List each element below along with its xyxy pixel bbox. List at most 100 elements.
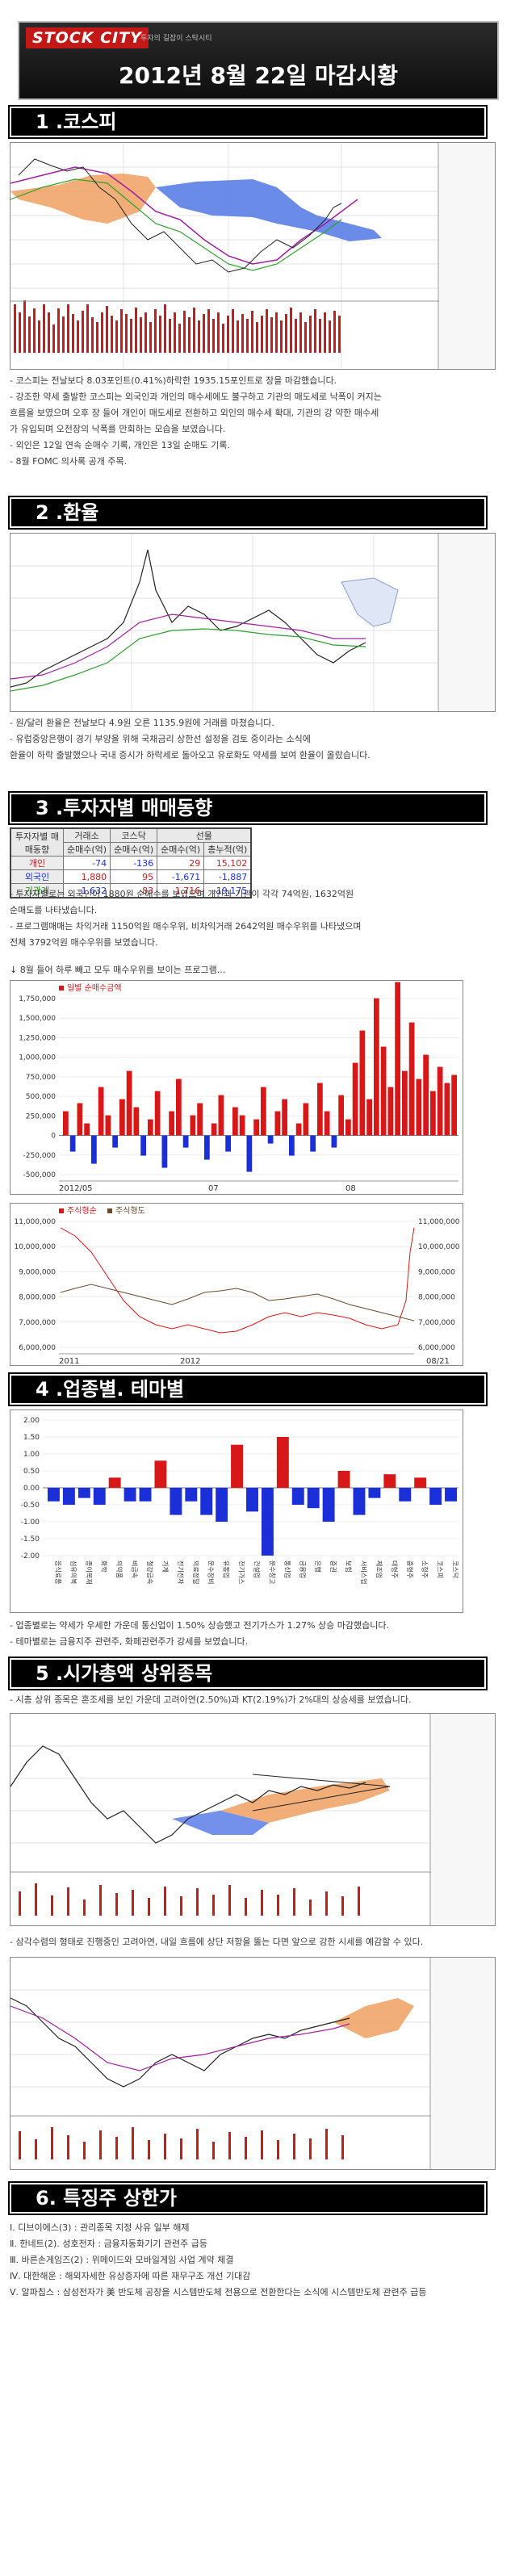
sector-xlabel: 대형주 [391,1560,398,1578]
sector-xlabel: 철강금속 [146,1560,154,1584]
list-item: Ⅲ. 바른손게임즈(2) : 위메이드와 모바일게임 사업 계약 체결 [10,2255,234,2265]
sector-xlabel: 전기가스 [238,1560,246,1584]
header-banner: STOCK CITY 투자의 길잡이 스탁시티 2012년 8월 22일 마감시… [18,21,499,100]
section-heading-fx: 2 .환율 [8,496,488,530]
list-item: Ⅰ. 디브이에스(3) : 관리종목 지정 사유 일부 해제 [10,2222,190,2233]
program-bar [176,1079,182,1136]
sector-bar [139,1488,152,1502]
sector-xlabel: 코스닥 [452,1560,460,1579]
zinc-cloud-orange [220,1778,390,1823]
program-bar [63,1111,69,1136]
program-bar [402,1070,408,1136]
fx-price-line [10,549,366,688]
table-row: 개인 -74 -136 29 15,102 [10,856,252,870]
program-bar [374,998,379,1136]
y-tick-label: -0.50 [21,1502,40,1510]
program-bar [140,1135,146,1156]
fx-ma-line [10,614,366,680]
kt-cloud-orange [333,1998,414,2038]
program-bar [387,1087,394,1136]
program-bar [338,1095,344,1136]
sector-xlabel: 금융업 [299,1560,306,1578]
sector-xlabel: 보험 [345,1560,352,1573]
fund-series-line [60,1284,415,1322]
program-bar [352,1062,358,1136]
y-tick-label-right: 11,000,000 [418,1218,460,1226]
program-bar [232,1107,238,1136]
program-bar [197,1103,203,1136]
table-header-cell: 투자자별 매매동향 [10,827,64,857]
sector-xlabel: 코스피 [437,1560,444,1578]
fx-commentary: - 원/달러 환율은 전날보다 4.9원 오른 1135.9원에 거래를 마쳤습… [10,718,371,760]
sector-bar [307,1488,320,1509]
program-bar [169,1111,174,1136]
sector-bar [231,1444,244,1488]
sector-bar [170,1488,182,1515]
y-tick-label-right: 6,000,000 [418,1344,455,1352]
list-item: Ⅱ. 한네트(2). 성호전자 : 금융자동화기기 관련주 급등 [10,2239,207,2249]
sector-xlabel: 은행 [314,1560,322,1573]
program-chart-bars [63,982,457,1172]
fund-xlabel: 08/21 [426,1357,450,1366]
program-bar [303,1103,309,1136]
sector-bar [77,1488,90,1498]
table-subheader-cell: 순매수(억) [62,842,111,857]
program-bar [289,1135,295,1156]
program-bar [225,1135,231,1152]
kospi-ma-line-2 [10,178,342,271]
list-item: Ⅴ. 알파칩스 : 삼성전자가 美 반도체 공장을 시스템반도체 전용으로 전환… [10,2287,427,2297]
program-legend-label: 일별 순매수금액 [67,983,122,993]
y-tick-label: -250,000 [23,1152,57,1160]
sector-xlabel: 종이목재 [85,1560,93,1584]
program-bar [112,1135,118,1148]
section-heading-top-caps: 5 .시가총액 상위종목 [8,1657,488,1690]
page-title: 2012년 8월 22일 마감시황 [119,62,398,89]
program-bar [345,1119,351,1136]
y-tick-label: 10,000,000 [14,1243,56,1251]
top-caps-commentary-2: - 삼각수렴의 형태로 진행중인 고려아연, 내일 흐름에 상단 저항을 뚫는 … [10,1937,424,1947]
section-heading-investor-flow: 3 .투자자별 매매동향 [8,791,488,825]
program-bar [295,1123,302,1136]
fx-chart [10,533,496,712]
fx-cloud [341,577,399,627]
fund-series-line [60,1227,415,1334]
table-row: 외국인 1,880 95 -1,671 -1,887 [10,869,252,884]
sector-bar [108,1477,121,1488]
stockcity-logo[interactable]: STOCK CITY [26,27,149,48]
kospi-chart [10,142,496,370]
sector-xlabel: 음식료품 [54,1560,61,1584]
zinc-price-line [10,1745,366,1844]
program-bar [274,1111,281,1136]
program-bar [317,1083,323,1136]
korea-zinc-chart [10,1713,496,1926]
y-tick-label: 500,000 [26,1093,56,1101]
program-bar [204,1135,210,1160]
y-tick-label: 11,000,000 [14,1218,56,1226]
program-bar [282,1099,287,1136]
fund-xlabel: 2011 [59,1357,79,1366]
program-xlabel: 07 [208,1184,219,1193]
fund-chart-yticks: 11,000,000 10,000,000 9,000,000 8,000,000 7,… [14,1218,459,1352]
sector-bar [200,1488,213,1515]
sector-xlabel: 건설업 [253,1560,262,1578]
table-header-cell: 선물 [157,827,252,843]
kospi-volume-bars [14,300,341,353]
program-bar [182,1135,189,1148]
fund-legend-label: 주식형도 [115,1206,145,1216]
sector-xlabel: 중형주 [406,1560,413,1578]
program-bar [246,1135,253,1172]
kt-volume-bars [19,2127,344,2159]
program-bar [366,1099,372,1136]
y-tick-label: 250,000 [26,1112,56,1120]
sector-bar [399,1488,412,1502]
y-tick-label: 1,750,000 [19,995,56,1003]
program-bar [148,1119,153,1136]
y-tick-label: 750,000 [26,1074,56,1082]
sector-commentary: - 업종별로는 약세가 우세한 가운데 통신업이 1.50% 상승했고 전기가스… [10,1620,390,1647]
sector-chart-xlabels: 음식료품 섬유의복 종이목재 화학 의약품 비금속 철강금속 기계 전기전자 의료정밀 운수장비 유통… [54,1560,459,1585]
program-bar [69,1135,76,1152]
limit-up-list: Ⅰ. 디브이에스(3) : 관리종목 지정 사유 일부 해제 Ⅱ. 한네트(2)… [10,2220,502,2301]
program-bar [105,1115,111,1136]
program-bar [161,1135,168,1168]
program-bar [437,1066,443,1136]
